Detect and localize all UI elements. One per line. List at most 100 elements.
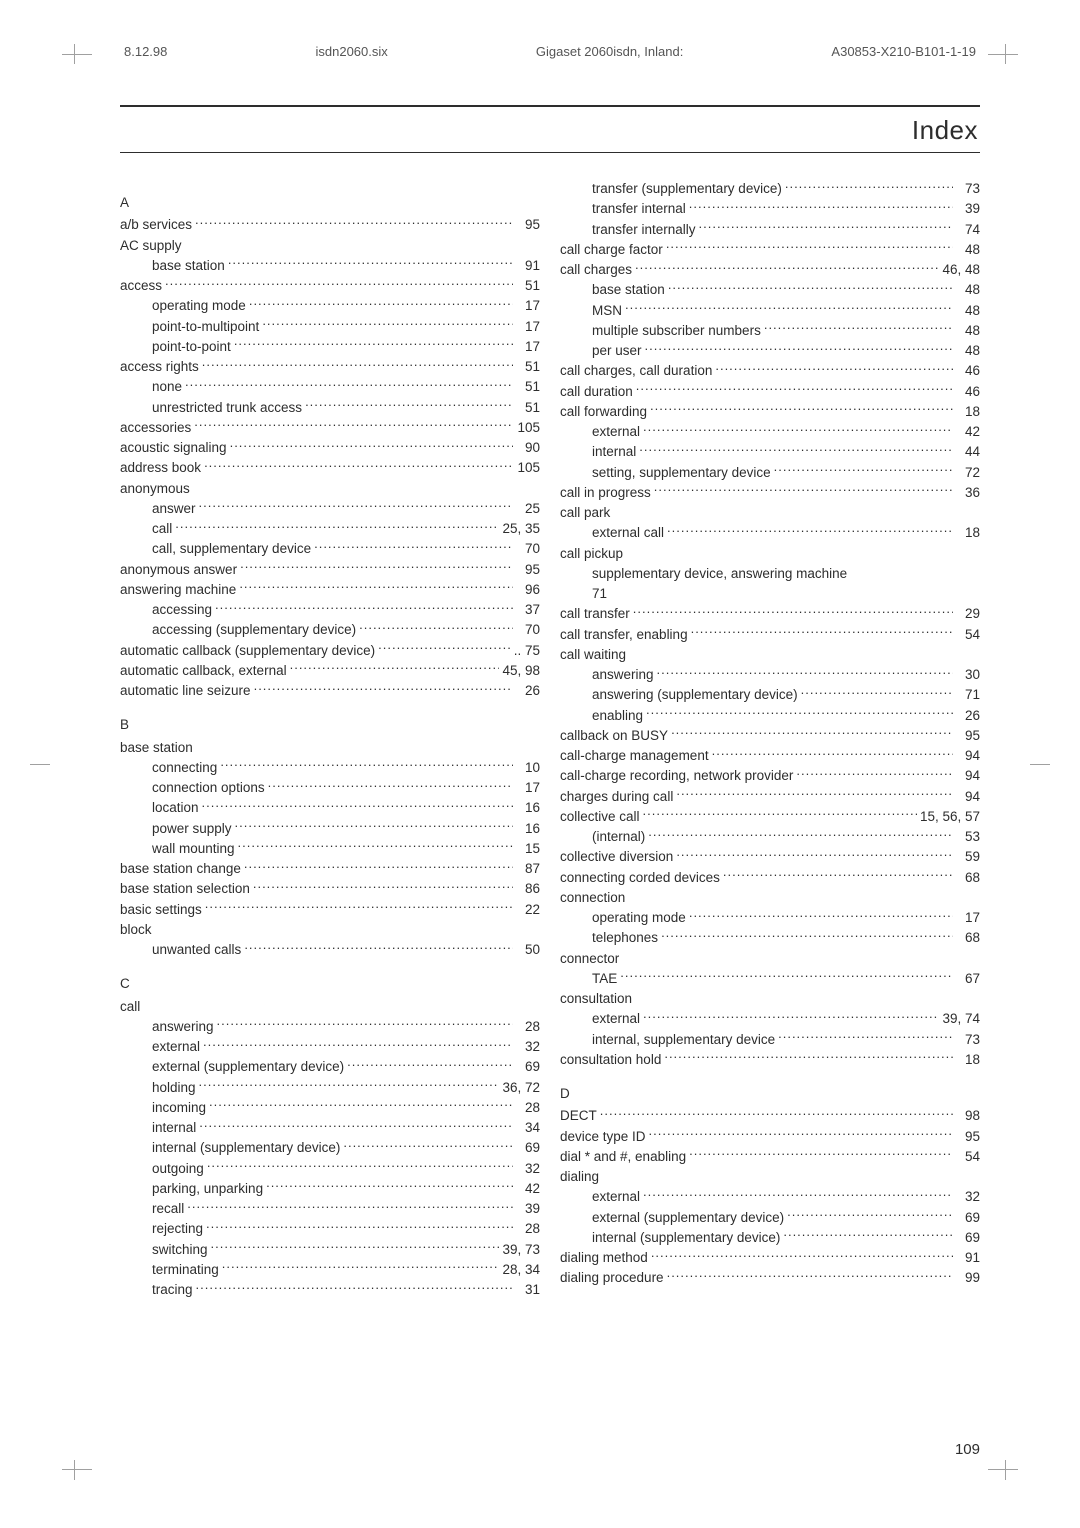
index-entry: accessing 37 bbox=[120, 600, 540, 620]
index-entry-label: location bbox=[152, 798, 199, 818]
index-entry-page: 36 bbox=[956, 483, 980, 503]
leader-dots bbox=[667, 524, 953, 538]
index-entry: call-charge recording, network provider … bbox=[560, 766, 980, 786]
index-entry: access 51 bbox=[120, 276, 540, 296]
leader-dots bbox=[666, 240, 953, 254]
index-entry: tracing 31 bbox=[120, 1280, 540, 1300]
index-entry-label: call bbox=[152, 519, 172, 539]
index-entry: base station selection 86 bbox=[120, 879, 540, 899]
index-entry-label: automatic line seizure bbox=[120, 681, 251, 701]
index-entry-plain: call bbox=[120, 997, 540, 1017]
leader-dots bbox=[195, 216, 513, 230]
leader-dots bbox=[205, 900, 513, 914]
index-entry-page: 32 bbox=[956, 1187, 980, 1207]
index-entry: access rights 51 bbox=[120, 357, 540, 377]
index-entry-page: 51 bbox=[516, 377, 540, 397]
index-entry-label: accessing (supplementary device) bbox=[152, 620, 356, 640]
index-entry-page: 42 bbox=[516, 1179, 540, 1199]
leader-dots bbox=[646, 706, 953, 720]
index-entry: external 32 bbox=[120, 1037, 540, 1057]
leader-dots bbox=[689, 1147, 953, 1161]
index-entry: outgoing 32 bbox=[120, 1159, 540, 1179]
index-col-left: Aa/b services 95AC supplybase station 91… bbox=[120, 179, 540, 1300]
leader-dots bbox=[764, 321, 953, 335]
index-entry-page: 87 bbox=[516, 859, 540, 879]
index-entry-label: outgoing bbox=[152, 1159, 204, 1179]
index-entry-plain: connection bbox=[560, 888, 980, 908]
index-entry-page: 74 bbox=[956, 220, 980, 240]
leader-dots bbox=[645, 342, 953, 356]
index-entry-page: 32 bbox=[516, 1037, 540, 1057]
leader-dots bbox=[238, 839, 513, 853]
leader-dots bbox=[165, 277, 513, 291]
index-entry-page: 95 bbox=[516, 560, 540, 580]
crop-mark bbox=[988, 1469, 1018, 1470]
index-entry-page: 31 bbox=[516, 1280, 540, 1300]
index-entry-page: 25, 35 bbox=[502, 519, 540, 539]
index-entry-page: 17 bbox=[516, 296, 540, 316]
index-entry-page: 30 bbox=[956, 665, 980, 685]
index-entry: internal 44 bbox=[560, 442, 980, 462]
leader-dots bbox=[636, 382, 953, 396]
leader-dots bbox=[668, 281, 953, 295]
index-entry: answering 28 bbox=[120, 1017, 540, 1037]
index-entry-label: external call bbox=[592, 523, 664, 543]
header-product: Gigaset 2060isdn, Inland: bbox=[536, 44, 683, 59]
index-entry-plain: call waiting bbox=[560, 645, 980, 665]
index-entry-label: base station bbox=[152, 256, 225, 276]
index-entry-label: none bbox=[152, 377, 182, 397]
index-entry: accessories 105 bbox=[120, 418, 540, 438]
index-entry: automatic callback, external 45, 98 bbox=[120, 661, 540, 681]
index-entry: external (supplementary device) 69 bbox=[560, 1208, 980, 1228]
index-entry-label: rejecting bbox=[152, 1219, 203, 1239]
index-entry-page: 18 bbox=[956, 1050, 980, 1070]
index-entry-page: 17 bbox=[956, 908, 980, 928]
index-entry-label: recall bbox=[152, 1199, 184, 1219]
index-entry-page: 48 bbox=[956, 321, 980, 341]
index-entry-label: base station change bbox=[120, 859, 241, 879]
index-entry-page: 91 bbox=[956, 1248, 980, 1268]
index-entry-label: automatic callback, external bbox=[120, 661, 287, 681]
header-line: 8.12.98 isdn2060.six Gigaset 2060isdn, I… bbox=[120, 44, 980, 61]
leader-dots bbox=[175, 520, 499, 534]
index-entry: consultation hold 18 bbox=[560, 1050, 980, 1070]
index-entry-page: 51 bbox=[516, 276, 540, 296]
section-letter: A bbox=[120, 193, 540, 213]
section-letter: C bbox=[120, 974, 540, 994]
section-letter: D bbox=[560, 1084, 980, 1104]
index-entry-page: 44 bbox=[956, 442, 980, 462]
index-entry-label: operating mode bbox=[152, 296, 246, 316]
crop-mark bbox=[62, 54, 92, 56]
leader-dots bbox=[240, 560, 513, 574]
index-entry: answering machine 96 bbox=[120, 580, 540, 600]
index-entry: answer 25 bbox=[120, 499, 540, 519]
index-entry-page: 46, 48 bbox=[942, 260, 980, 280]
leader-dots bbox=[290, 661, 500, 675]
leader-dots bbox=[723, 868, 953, 882]
index-entry-page: 105 bbox=[516, 418, 540, 438]
index-entry: call duration 46 bbox=[560, 382, 980, 402]
leader-dots bbox=[676, 848, 953, 862]
header-code: A30853-X210-B101-1-19 bbox=[831, 44, 976, 59]
leader-dots bbox=[266, 1179, 513, 1193]
leader-dots bbox=[262, 317, 513, 331]
index-entry-label: acoustic signaling bbox=[120, 438, 227, 458]
index-entry-label: external (supplementary device) bbox=[592, 1208, 784, 1228]
index-entry-label: dialing procedure bbox=[560, 1268, 664, 1288]
index-entry-page: 48 bbox=[956, 240, 980, 260]
index-entry-label: TAE bbox=[592, 969, 617, 989]
index-entry-label: collective call bbox=[560, 807, 640, 827]
leader-dots bbox=[661, 929, 953, 943]
leader-dots bbox=[643, 1188, 953, 1202]
leader-dots bbox=[215, 601, 513, 615]
index-entry-page: 16 bbox=[516, 819, 540, 839]
index-entry: unwanted calls 50 bbox=[120, 940, 540, 960]
index-entry-page: .. 75 bbox=[514, 641, 540, 661]
index-entry: call, supplementary device 70 bbox=[120, 539, 540, 559]
leader-dots bbox=[217, 1017, 513, 1031]
index-entry: external 42 bbox=[560, 422, 980, 442]
index-entry: recall 39 bbox=[120, 1199, 540, 1219]
index-entry-page: 68 bbox=[956, 928, 980, 948]
index-entry-label: answering bbox=[592, 665, 654, 685]
index-entry-label: point-to-multipoint bbox=[152, 317, 259, 337]
